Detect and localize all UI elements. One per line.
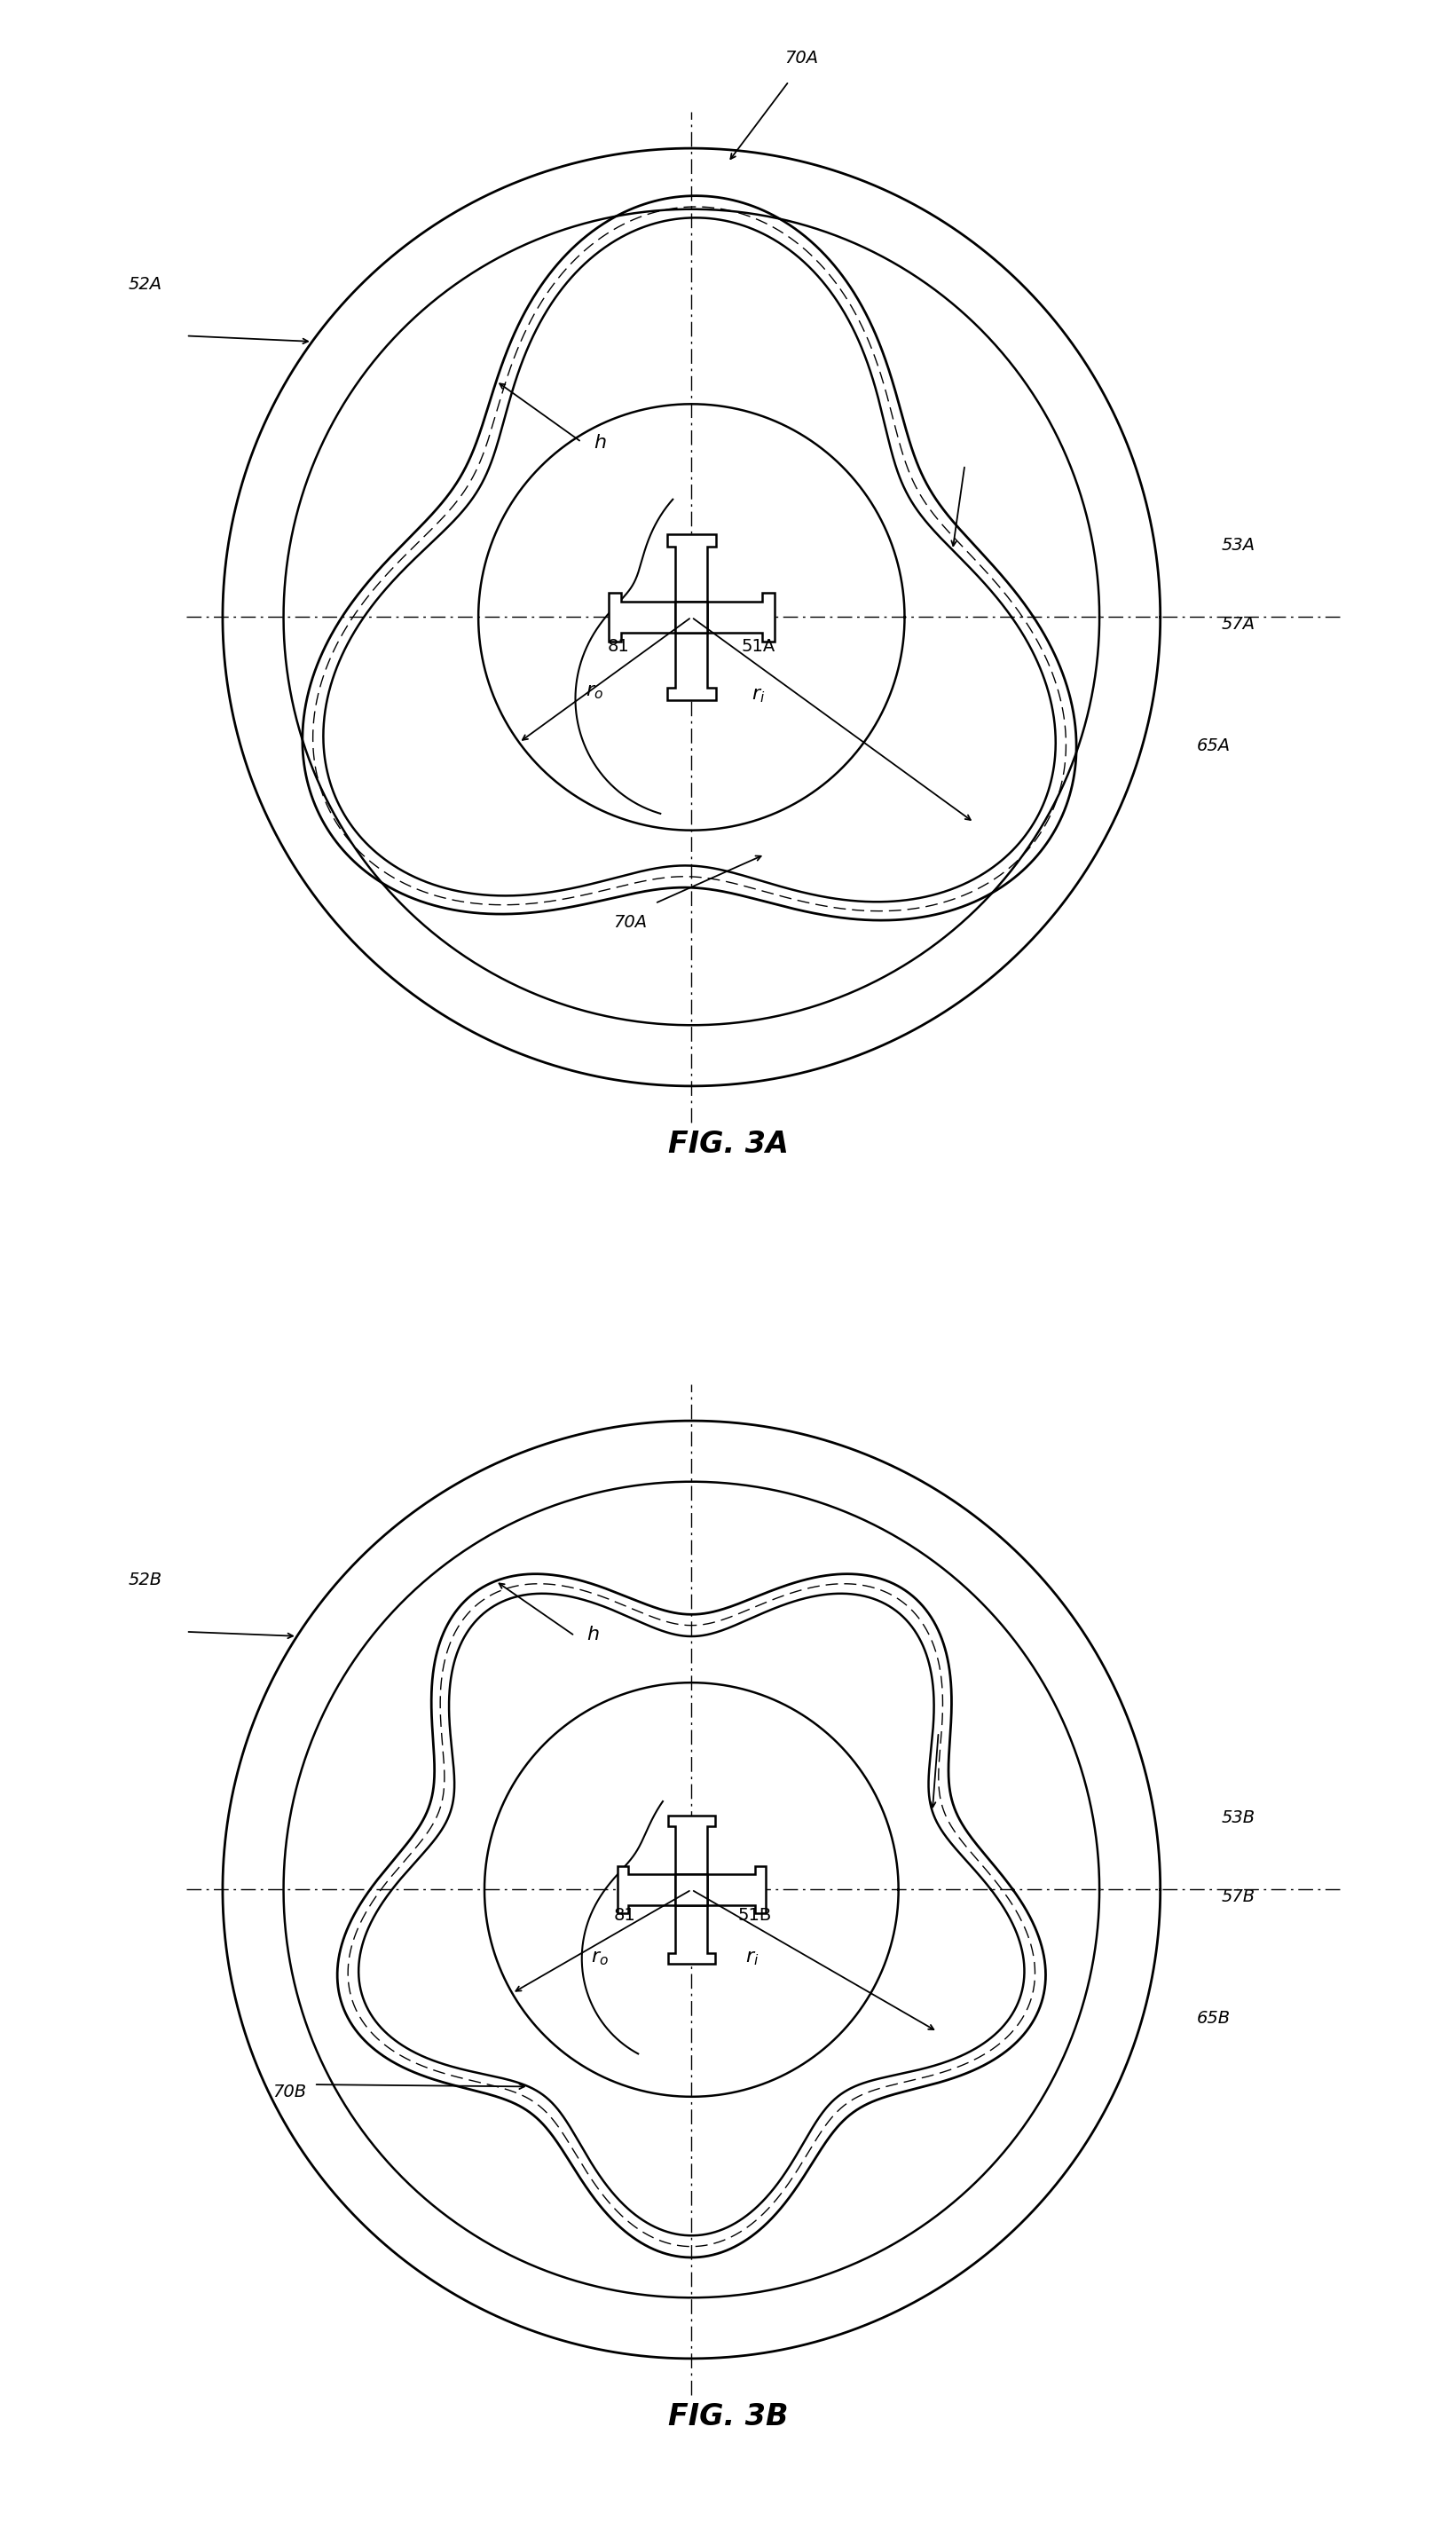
Text: 52B: 52B [128,1573,162,1588]
Text: 57A: 57A [1222,616,1255,634]
Text: 53A: 53A [1222,537,1255,555]
Text: 52A: 52A [128,275,162,293]
Text: $r_i$: $r_i$ [745,1949,759,1967]
Polygon shape [668,1906,715,1965]
Text: 81: 81 [613,1906,635,1924]
Polygon shape [708,1865,766,1914]
Text: 51B: 51B [738,1906,772,1924]
Text: $h$: $h$ [587,1626,600,1644]
Polygon shape [668,1815,715,1873]
Text: 70A: 70A [785,51,818,66]
Polygon shape [667,634,716,700]
Text: 70B: 70B [272,2084,307,2100]
Text: 65B: 65B [1197,2011,1230,2028]
Polygon shape [676,601,708,634]
Text: 65A: 65A [1197,738,1230,756]
Text: 51A: 51A [741,639,776,654]
Text: 70A: 70A [613,914,648,931]
Text: $r_o$: $r_o$ [585,685,603,702]
Text: 53B: 53B [1222,1809,1255,1827]
Text: $r_o$: $r_o$ [591,1949,609,1967]
Text: FIG. 3A: FIG. 3A [668,1130,788,1158]
Text: FIG. 3B: FIG. 3B [668,2402,788,2430]
Text: 81: 81 [607,639,629,654]
Polygon shape [609,593,676,641]
Polygon shape [667,534,716,601]
Text: $h$: $h$ [593,435,606,450]
Text: 57B: 57B [1222,1888,1255,1906]
Polygon shape [708,593,775,641]
Polygon shape [617,1865,676,1914]
Text: $r_i$: $r_i$ [751,687,766,705]
Polygon shape [676,1873,708,1906]
